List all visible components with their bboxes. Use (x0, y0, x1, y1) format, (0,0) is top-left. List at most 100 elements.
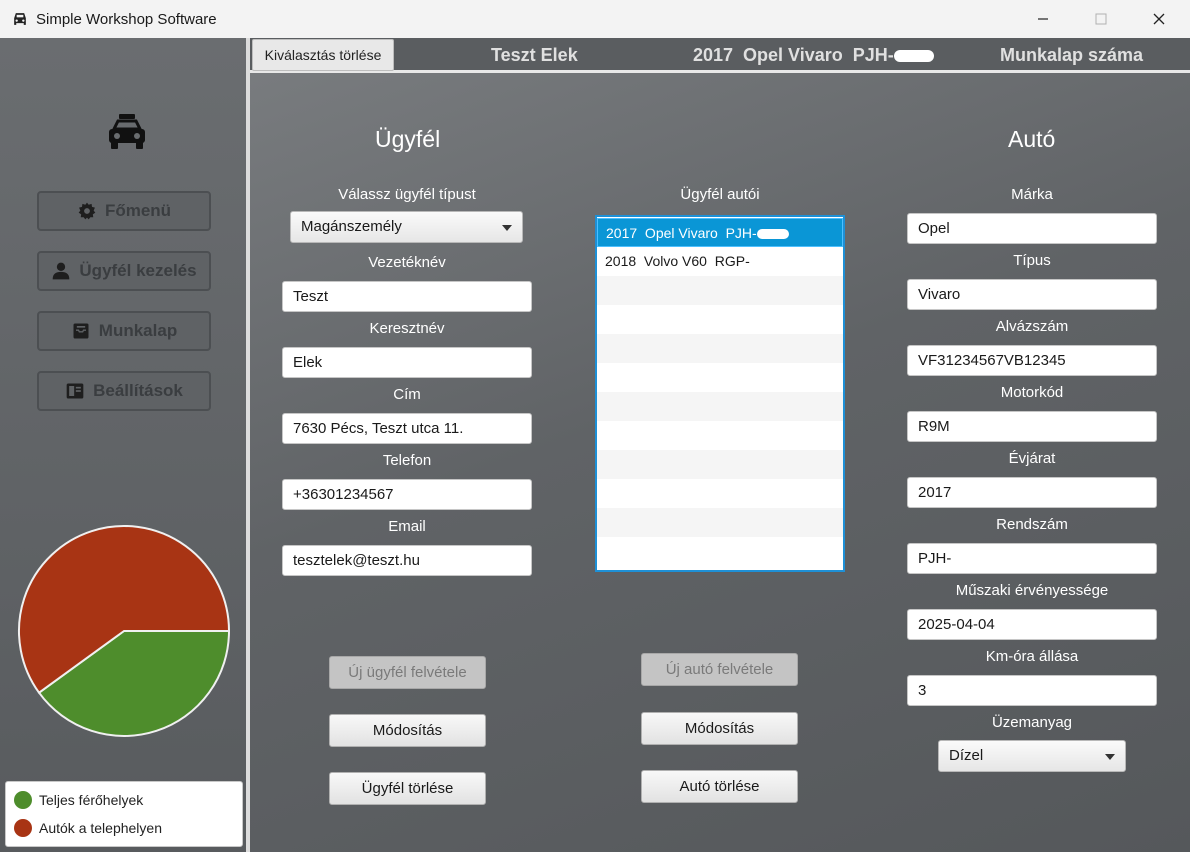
legend-swatch (14, 791, 32, 809)
redaction-mark (756, 229, 789, 240)
list-empty-row (597, 334, 843, 363)
sidebar-item-worksheet[interactable]: Munkalap (37, 311, 211, 351)
address-input[interactable]: 7630 Pécs, Teszt utca 11. (282, 413, 532, 444)
sidebar-item-customer[interactable]: Ügyfél kezelés (37, 251, 211, 291)
firstname-input[interactable]: Elek (282, 347, 532, 378)
customer-cars-label: Ügyfél autói (680, 186, 760, 203)
vin-input[interactable]: VF31234567VB12345 (907, 345, 1157, 376)
email-input[interactable]: tesztelek@teszt.hu (282, 545, 532, 576)
lastname-input[interactable]: Teszt (282, 281, 532, 312)
lastname-label: Vezetéknév (368, 254, 446, 271)
car-icon (14, 13, 26, 25)
chevron-down-icon (1105, 754, 1115, 760)
window-title: Simple Workshop Software (36, 11, 217, 28)
maximize-icon (1095, 13, 1107, 25)
inbox-icon (73, 323, 89, 339)
close-button[interactable] (1130, 0, 1188, 38)
legend-label: Teljes férőhelyek (39, 792, 144, 808)
list-empty-row (597, 276, 843, 305)
new-customer-button[interactable]: Új ügyfél felvétele (329, 656, 486, 689)
customer-type-select[interactable]: Magánszemély (290, 211, 523, 243)
phone-label: Telefon (382, 452, 432, 469)
brand-input[interactable]: Opel (907, 213, 1157, 244)
phone-input[interactable]: +36301234567 (282, 479, 532, 510)
legend-item: Teljes férőhelyek (14, 791, 143, 809)
list-empty-row (597, 508, 843, 537)
list-empty-row (597, 363, 843, 392)
close-icon (1153, 13, 1165, 25)
type-input[interactable]: Vivaro (907, 279, 1157, 310)
email-label: Email (388, 518, 426, 535)
odometer-input[interactable]: 3 (907, 675, 1157, 706)
selection-header (250, 38, 1190, 71)
list-item[interactable]: 2018 Volvo V60 RGP- (597, 247, 843, 276)
clear-selection-button[interactable]: Kiválasztás törlése (252, 39, 394, 71)
gear-icon (78, 202, 96, 220)
engine-code-input[interactable]: R9M (907, 411, 1157, 442)
type-label: Típus (1013, 252, 1051, 269)
selected-car-text: 2017 Opel Vivaro PJH- (693, 45, 894, 65)
year-label: Évjárat (1008, 450, 1056, 467)
address-label: Cím (393, 386, 421, 403)
maximize-button[interactable] (1072, 0, 1130, 38)
sidebar-item-settings[interactable]: Beállítások (37, 371, 211, 411)
minimize-button[interactable] (1014, 0, 1072, 38)
year-input[interactable]: 2017 (907, 477, 1157, 508)
customer-section-title: Ügyfél (375, 126, 441, 152)
car-section-title: Autó (1008, 126, 1056, 152)
customer-cars-list[interactable]: 2017 Opel Vivaro PJH- 2018 Volvo V60 RGP… (595, 215, 845, 572)
list-empty-row (597, 479, 843, 508)
inspection-label: Műszaki érvényessége (955, 582, 1109, 599)
inspection-date-input[interactable]: 2025-04-04 (907, 609, 1157, 640)
list-item[interactable]: 2017 Opel Vivaro PJH- (597, 218, 843, 247)
delete-car-button[interactable]: Autó törlése (641, 770, 798, 803)
sidebar-item-label: Munkalap (98, 321, 178, 340)
edit-customer-button[interactable]: Módosítás (329, 714, 486, 747)
plate-value: PJH- (918, 550, 952, 567)
redaction-mark (893, 50, 934, 63)
redaction-mark (749, 257, 772, 268)
selected-car-summary: 2017 Opel Vivaro PJH- (693, 45, 934, 66)
pie-slice-total-capacity (37, 630, 231, 737)
sidebar-item-label: Beállítások (93, 381, 183, 400)
sidebar-item-main-menu[interactable]: Főmenü (37, 191, 211, 231)
fuel-select[interactable]: Dízel (938, 740, 1126, 772)
fuel-label: Üzemanyag (991, 714, 1073, 731)
plate-label: Rendszám (996, 516, 1068, 533)
list-empty-row (597, 537, 843, 566)
parking-pie-chart (18, 525, 231, 737)
minimize-icon (1038, 18, 1048, 20)
book-icon (66, 383, 84, 399)
list-item-text: 2017 Opel Vivaro PJH- (606, 225, 757, 241)
list-item-text: 2018 Volvo V60 RGP- (605, 253, 750, 269)
pie-slice-cars-on-site (18, 525, 231, 695)
customer-type-value: Magánszemély (301, 218, 402, 235)
brand-label: Márka (1011, 186, 1053, 203)
legend-swatch (14, 819, 32, 837)
title-bar: Simple Workshop Software (0, 0, 1190, 38)
legend-label: Autók a telephelyen (39, 820, 162, 836)
plate-input[interactable]: PJH- (907, 543, 1157, 574)
edit-car-button[interactable]: Módosítás (641, 712, 798, 745)
legend-item: Autók a telephelyen (14, 819, 162, 837)
list-empty-row (597, 305, 843, 334)
person-icon (53, 262, 70, 280)
header-divider (250, 70, 1190, 73)
customer-type-label: Válassz ügyfél típust (338, 186, 476, 203)
sidebar-item-label: Ügyfél kezelés (79, 261, 197, 280)
firstname-label: Keresztnév (369, 320, 445, 337)
sidebar-divider (246, 38, 250, 852)
new-car-button[interactable]: Új autó felvétele (641, 653, 798, 686)
chart-legend: Teljes férőhelyek Autók a telephelyen (5, 781, 243, 847)
list-empty-row (597, 392, 843, 421)
vin-label: Alvázszám (995, 318, 1069, 335)
worksheet-number-label: Munkalap száma (1000, 45, 1144, 65)
delete-customer-button[interactable]: Ügyfél törlése (329, 772, 486, 805)
selected-customer-name: Teszt Elek (491, 45, 578, 65)
taxi-logo-icon (109, 114, 145, 149)
list-empty-row (597, 450, 843, 479)
redaction-mark (951, 554, 974, 565)
fuel-value: Dízel (949, 747, 984, 764)
chevron-down-icon (502, 225, 512, 231)
sidebar-item-label: Főmenü (104, 201, 172, 220)
